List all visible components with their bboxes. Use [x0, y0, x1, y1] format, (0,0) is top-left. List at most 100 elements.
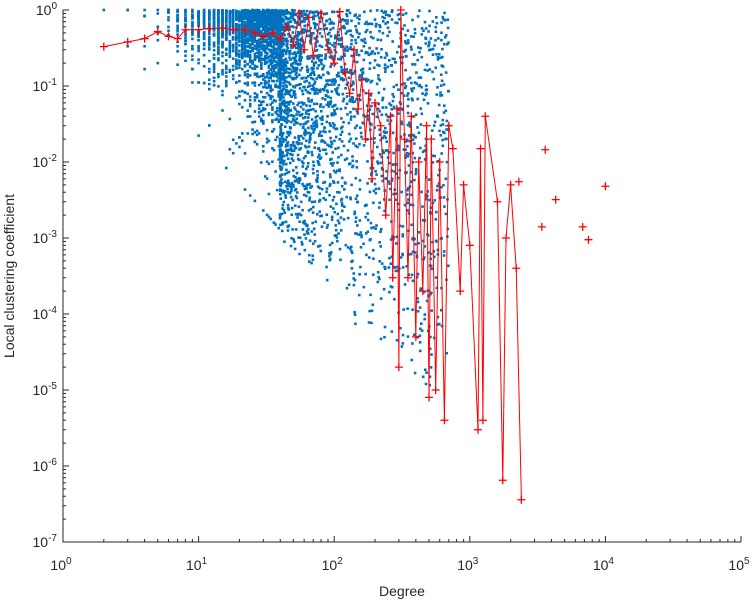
node-point	[217, 31, 220, 35]
node-point	[275, 63, 279, 67]
node-point	[377, 74, 380, 77]
average-point	[340, 68, 349, 77]
node-point	[399, 256, 403, 259]
node-point	[336, 190, 339, 194]
node-point	[278, 155, 282, 158]
node-point	[338, 28, 342, 31]
node-point	[434, 66, 438, 69]
node-point	[322, 130, 325, 133]
node-point	[400, 120, 403, 123]
node-point	[442, 254, 446, 257]
node-point	[352, 60, 356, 63]
node-point	[397, 88, 400, 91]
node-point	[197, 134, 200, 137]
node-point	[269, 60, 272, 63]
node-point	[428, 347, 432, 351]
node-point	[440, 324, 444, 328]
node-point	[292, 25, 295, 29]
node-point	[433, 120, 437, 124]
node-point	[272, 56, 276, 60]
average-point	[474, 425, 483, 434]
node-point	[289, 108, 292, 112]
node-point	[126, 45, 129, 48]
node-point	[290, 88, 293, 92]
node-point	[248, 74, 252, 77]
node-point	[255, 17, 259, 20]
node-point	[283, 211, 286, 215]
node-point	[275, 62, 279, 65]
node-point	[326, 32, 330, 36]
node-point	[400, 345, 404, 348]
node-point	[390, 330, 394, 333]
node-point	[353, 100, 357, 103]
node-point	[370, 104, 373, 108]
node-point	[400, 190, 403, 194]
node-point	[325, 226, 329, 229]
node-point	[275, 27, 279, 31]
node-point	[267, 12, 271, 16]
node-point	[269, 44, 272, 47]
node-point	[408, 125, 412, 128]
node-point	[277, 29, 280, 32]
node-point	[272, 67, 276, 70]
node-point	[358, 188, 362, 191]
node-point	[289, 146, 293, 150]
node-point	[316, 170, 319, 173]
node-point	[285, 12, 289, 15]
node-point	[279, 55, 282, 59]
node-point	[217, 48, 220, 52]
node-point	[444, 137, 447, 141]
node-point	[208, 16, 211, 20]
node-point	[414, 172, 418, 176]
node-point	[315, 87, 318, 91]
node-point	[330, 218, 334, 221]
node-point	[383, 63, 387, 66]
node-point	[278, 17, 282, 21]
node-point	[320, 58, 324, 62]
node-point	[246, 49, 249, 52]
node-point	[274, 42, 277, 45]
node-point	[402, 148, 406, 151]
node-point	[267, 23, 271, 27]
node-point	[433, 199, 436, 202]
node-point	[368, 46, 371, 50]
node-point	[282, 9, 285, 13]
node-point	[290, 95, 293, 98]
node-point	[221, 11, 224, 14]
node-point	[443, 42, 446, 46]
node-point	[358, 179, 362, 182]
node-point	[241, 37, 244, 40]
node-point	[406, 155, 410, 158]
node-point	[377, 187, 381, 190]
node-point	[390, 255, 394, 259]
node-point	[375, 115, 379, 119]
node-point	[260, 51, 263, 55]
node-point	[269, 87, 272, 90]
node-point	[257, 38, 261, 41]
node-point	[291, 31, 295, 34]
node-point	[333, 42, 337, 45]
node-point	[316, 56, 319, 60]
node-point	[298, 179, 301, 182]
node-point	[275, 33, 279, 37]
node-point	[325, 265, 328, 269]
node-point	[441, 138, 444, 142]
node-point	[251, 30, 254, 33]
average-point	[392, 104, 401, 113]
node-point	[167, 8, 170, 12]
node-point	[328, 17, 331, 21]
node-point	[328, 46, 331, 50]
node-point	[212, 57, 216, 60]
node-point	[251, 121, 254, 124]
node-point	[444, 212, 448, 216]
node-point	[197, 11, 200, 15]
node-point	[228, 12, 232, 16]
node-point	[292, 67, 295, 70]
node-point	[284, 138, 287, 142]
average-point	[361, 135, 370, 144]
node-point	[278, 213, 282, 216]
average-point	[354, 104, 363, 113]
node-point	[380, 48, 383, 51]
node-point	[251, 20, 254, 23]
node-point	[287, 110, 290, 114]
